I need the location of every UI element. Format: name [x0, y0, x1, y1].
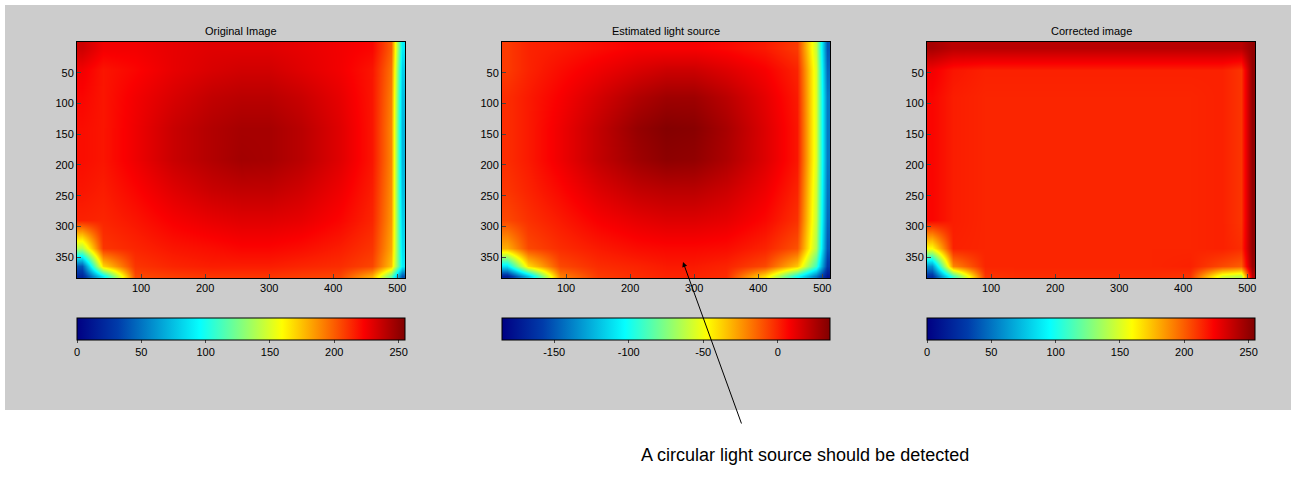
svg-text:100: 100 — [55, 97, 73, 109]
svg-text:-50: -50 — [695, 346, 711, 358]
svg-text:Original Image: Original Image — [205, 25, 277, 37]
svg-text:250: 250 — [55, 190, 73, 202]
svg-text:300: 300 — [1110, 282, 1128, 294]
svg-text:350: 350 — [480, 251, 498, 263]
svg-text:0: 0 — [775, 346, 781, 358]
svg-text:50: 50 — [62, 67, 74, 79]
svg-text:100: 100 — [132, 282, 150, 294]
svg-text:150: 150 — [55, 128, 73, 140]
svg-text:200: 200 — [1046, 282, 1064, 294]
svg-text:500: 500 — [388, 282, 406, 294]
svg-text:200: 200 — [1175, 346, 1193, 358]
svg-text:400: 400 — [749, 282, 767, 294]
svg-text:200: 200 — [196, 282, 214, 294]
svg-text:250: 250 — [480, 190, 498, 202]
svg-text:100: 100 — [480, 97, 498, 109]
svg-text:250: 250 — [1239, 346, 1257, 358]
svg-text:250: 250 — [389, 346, 407, 358]
svg-text:50: 50 — [985, 346, 997, 358]
svg-text:50: 50 — [487, 67, 499, 79]
svg-text:150: 150 — [261, 346, 279, 358]
svg-text:100: 100 — [196, 346, 214, 358]
svg-text:100: 100 — [982, 282, 1000, 294]
svg-text:150: 150 — [480, 128, 498, 140]
svg-text:500: 500 — [1238, 282, 1256, 294]
svg-text:150: 150 — [905, 128, 923, 140]
svg-text:300: 300 — [55, 220, 73, 232]
svg-text:300: 300 — [260, 282, 278, 294]
svg-text:100: 100 — [1046, 346, 1064, 358]
svg-text:150: 150 — [1111, 346, 1129, 358]
svg-text:200: 200 — [55, 159, 73, 171]
svg-text:50: 50 — [912, 67, 924, 79]
svg-text:400: 400 — [324, 282, 342, 294]
svg-text:-100: -100 — [618, 346, 640, 358]
svg-text:Corrected image: Corrected image — [1051, 25, 1132, 37]
svg-text:200: 200 — [621, 282, 639, 294]
svg-text:0: 0 — [74, 346, 80, 358]
svg-text:200: 200 — [905, 159, 923, 171]
svg-text:350: 350 — [905, 251, 923, 263]
svg-text:200: 200 — [480, 159, 498, 171]
svg-text:-150: -150 — [543, 346, 565, 358]
svg-text:350: 350 — [55, 251, 73, 263]
svg-text:250: 250 — [905, 190, 923, 202]
svg-text:400: 400 — [1174, 282, 1192, 294]
svg-text:0: 0 — [924, 346, 930, 358]
svg-text:300: 300 — [905, 220, 923, 232]
svg-text:100: 100 — [557, 282, 575, 294]
svg-text:300: 300 — [480, 220, 498, 232]
svg-text:A circular light source should: A circular light source should be detect… — [641, 445, 969, 465]
svg-text:Estimated light source: Estimated light source — [612, 25, 720, 37]
svg-text:50: 50 — [135, 346, 147, 358]
svg-text:500: 500 — [813, 282, 831, 294]
svg-text:300: 300 — [685, 282, 703, 294]
svg-text:200: 200 — [325, 346, 343, 358]
svg-text:100: 100 — [905, 97, 923, 109]
